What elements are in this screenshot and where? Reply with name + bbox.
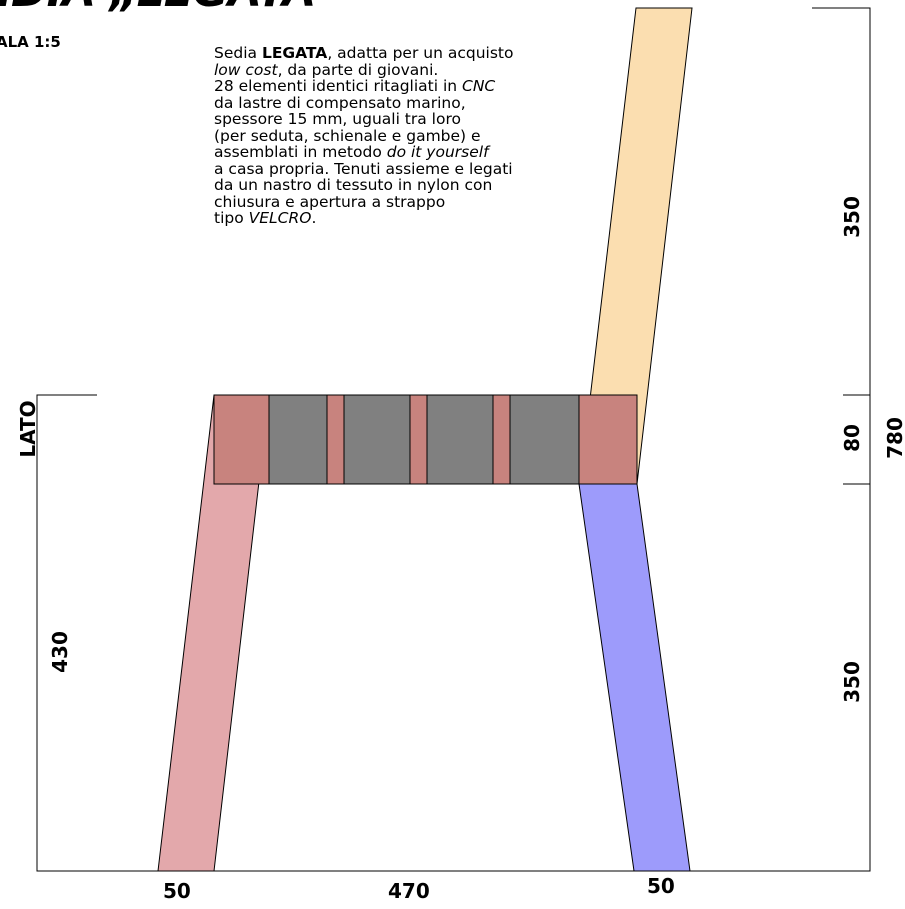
seat-joint [409, 394, 428, 485]
description-line: low cost, da parte di giovani. [214, 60, 574, 79]
description-line: da un nastro di tessuto in nylon con [214, 177, 574, 194]
description-run: tipo [214, 209, 249, 227]
description-run: CNC [462, 77, 496, 95]
description-line: Sedia LEGATA, adatta per un acquisto [214, 45, 574, 62]
description-run: da lastre di compensato marino, [214, 93, 466, 112]
dimension-back-height: 350 [840, 196, 864, 238]
dimension-lines [36, 7, 871, 872]
description-run: spessore 15 mm, uguali tra loro [214, 110, 461, 128]
dimension-seat-thickness: 80 [840, 424, 864, 452]
seat-joint-right [578, 394, 638, 485]
description-line: (per seduta, schienale e gambe) e [214, 126, 574, 145]
description-run: . [311, 209, 317, 227]
description-run: low cost [214, 60, 278, 79]
description-run: , da parte di giovani. [277, 60, 439, 79]
view-label: LATO [16, 400, 40, 458]
dimension-front-leg-height: 350 [840, 661, 864, 703]
description-run: LEGATA [261, 44, 328, 62]
seat-joint [492, 394, 511, 485]
seat-slat [426, 394, 494, 485]
description-run: da un nastro di tessuto in nylon con [214, 176, 493, 194]
seat-slat [343, 394, 411, 485]
description-run: assemblati in metodo [214, 143, 387, 161]
scale-label: ALA 1:5 [0, 33, 61, 51]
right-leg [578, 483, 691, 872]
description-line: chiusura e apertura a strappo [214, 192, 574, 211]
description-line: da lastre di compensato marino, [214, 93, 574, 112]
seat [213, 394, 638, 485]
description-line: a casa propria. Tenuti assieme e legati [214, 159, 574, 178]
description-run: (per seduta, schienale e gambe) e [214, 126, 481, 145]
left-frame-line [36, 7, 871, 872]
description-line: tipo VELCRO. [214, 210, 574, 227]
description-run: a casa propria. Tenuti assieme e legati [214, 159, 513, 178]
description-run: VELCRO [248, 209, 312, 227]
description-text: Sedia LEGATA, adatta per un acquisto low … [214, 45, 574, 227]
seat-joint-left [213, 394, 270, 485]
seat-slat [509, 394, 580, 485]
dimension-leg-height: 430 [48, 631, 72, 673]
description-run: chiusura e apertura a strappo [214, 192, 446, 211]
description-line: assemblati in metodo do it yourself [214, 144, 574, 161]
description-line: spessore 15 mm, uguali tra loro [214, 111, 574, 128]
seat-joint [326, 394, 345, 485]
description-run: Sedia [214, 44, 262, 62]
description-run: do it yourself [386, 143, 489, 161]
seat-slat [268, 394, 328, 485]
dimension-right-leg-width: 50 [647, 874, 675, 898]
description-run: 28 elementi identici ritagliati in [214, 77, 463, 95]
dimension-left-leg-width: 50 [163, 879, 191, 903]
description-line: 28 elementi identici ritagliati in CNC [214, 78, 574, 95]
description-run: , adatta per un acquisto [327, 44, 514, 62]
dimension-seat-width: 470 [388, 879, 430, 903]
dimension-total-height: 780 [883, 417, 905, 459]
drawing-title: EDIA „LEGATA [0, 0, 316, 14]
